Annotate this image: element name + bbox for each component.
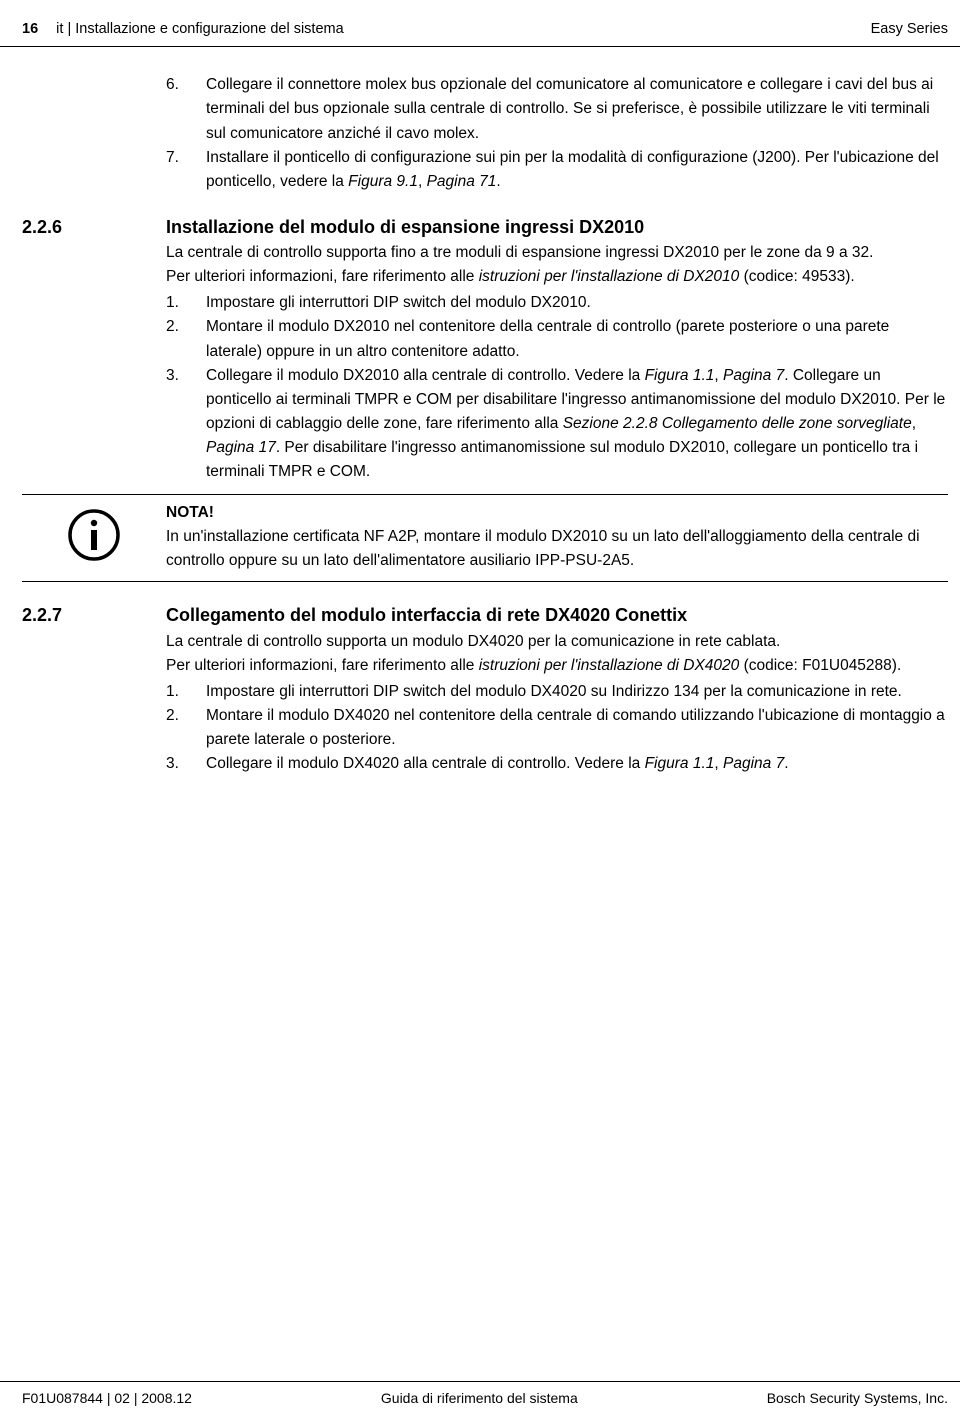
list-item: 2.Montare il modulo DX2010 nel contenito… bbox=[166, 315, 948, 363]
footer-left: F01U087844 | 02 | 2008.12 bbox=[22, 1388, 192, 1410]
intro-step-list: 6.Collegare il connettore molex bus opzi… bbox=[166, 73, 948, 193]
page-number: 16 bbox=[22, 21, 38, 37]
list-item: 3.Collegare il modulo DX2010 alla centra… bbox=[166, 364, 948, 484]
breadcrumb: it | Installazione e configurazione del … bbox=[56, 21, 343, 37]
page-footer: F01U087844 | 02 | 2008.12 Guida di rifer… bbox=[0, 1381, 960, 1420]
footer-center: Guida di riferimento del sistema bbox=[381, 1388, 578, 1410]
page-content: 6.Collegare il connettore molex bus opzi… bbox=[0, 47, 960, 775]
info-icon bbox=[22, 501, 166, 563]
section-number: 2.2.6 bbox=[22, 217, 62, 237]
list-item: 1.Impostare gli interruttori DIP switch … bbox=[166, 680, 948, 704]
list-item: 7.Installare il ponticello di configuraz… bbox=[166, 146, 948, 194]
list-item: 3.Collegare il modulo DX4020 alla centra… bbox=[166, 752, 948, 776]
note-title: NOTA! bbox=[166, 501, 946, 525]
note-block: NOTA! In un'installazione certificata NF… bbox=[22, 494, 948, 582]
paragraph: La centrale di controllo supporta un mod… bbox=[166, 630, 948, 654]
step-list: 1.Impostare gli interruttori DIP switch … bbox=[166, 680, 948, 776]
section-title: Installazione del modulo di espansione i… bbox=[166, 214, 948, 242]
list-item: 6.Collegare il connettore molex bus opzi… bbox=[166, 73, 948, 145]
note-body: In un'installazione certificata NF A2P, … bbox=[166, 525, 946, 573]
list-item: 1.Impostare gli interruttori DIP switch … bbox=[166, 291, 948, 315]
header-left: 16 it | Installazione e configurazione d… bbox=[22, 18, 344, 40]
section-title: Collegamento del modulo interfaccia di r… bbox=[166, 602, 948, 630]
footer-right: Bosch Security Systems, Inc. bbox=[767, 1388, 948, 1410]
page-header: 16 it | Installazione e configurazione d… bbox=[0, 18, 960, 46]
list-item: 2.Montare il modulo DX4020 nel contenito… bbox=[166, 704, 948, 752]
paragraph: La centrale di controllo supporta fino a… bbox=[166, 241, 948, 265]
section-number: 2.2.7 bbox=[22, 605, 62, 625]
step-list: 1.Impostare gli interruttori DIP switch … bbox=[166, 291, 948, 483]
product-name: Easy Series bbox=[871, 18, 948, 40]
paragraph: Per ulteriori informazioni, fare riferim… bbox=[166, 654, 948, 678]
paragraph: Per ulteriori informazioni, fare riferim… bbox=[166, 265, 948, 289]
